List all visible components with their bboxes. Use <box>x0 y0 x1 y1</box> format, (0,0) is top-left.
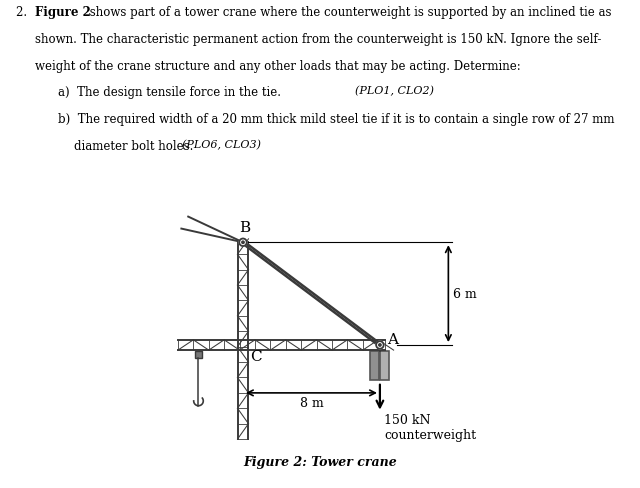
Circle shape <box>379 344 381 346</box>
Text: weight of the crane structure and any other loads that may be acting. Determine:: weight of the crane structure and any ot… <box>35 60 521 72</box>
Bar <box>380 351 388 380</box>
Text: (PLO1, CLO2): (PLO1, CLO2) <box>355 86 434 97</box>
Circle shape <box>376 342 383 349</box>
Text: B: B <box>239 220 250 234</box>
Circle shape <box>239 239 247 246</box>
Text: a)  The design tensile force in the tie.: a) The design tensile force in the tie. <box>58 86 284 99</box>
Text: Figure 2: Tower crane: Figure 2: Tower crane <box>243 455 397 468</box>
Text: Figure 2: Figure 2 <box>35 6 91 19</box>
Bar <box>195 351 202 358</box>
Text: b)  The required width of a 20 mm thick mild steel tie if it is to contain a sin: b) The required width of a 20 mm thick m… <box>58 113 614 126</box>
Text: shown. The characteristic permanent action from the counterweight is 150 kN. Ign: shown. The characteristic permanent acti… <box>35 33 602 46</box>
Circle shape <box>242 242 244 244</box>
Text: (PLO6, CLO3): (PLO6, CLO3) <box>182 140 261 150</box>
Bar <box>371 351 379 380</box>
Text: diameter bolt holes.: diameter bolt holes. <box>74 140 196 152</box>
Text: 6 m: 6 m <box>452 287 476 301</box>
Text: C: C <box>250 349 262 364</box>
Text: 8 m: 8 m <box>300 396 323 409</box>
Text: A: A <box>387 332 397 346</box>
Text: 2.: 2. <box>16 6 31 19</box>
Text: 150 kN
counterweight: 150 kN counterweight <box>384 414 476 442</box>
Text: shows part of a tower crane where the counterweight is supported by an inclined : shows part of a tower crane where the co… <box>86 6 612 19</box>
